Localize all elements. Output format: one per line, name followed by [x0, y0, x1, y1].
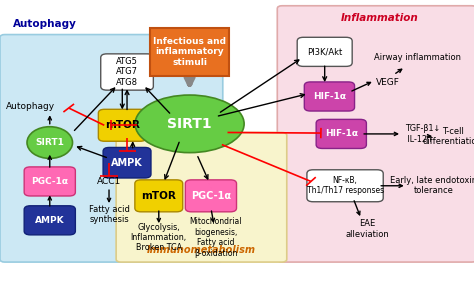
Text: PGC-1α: PGC-1α — [31, 177, 68, 186]
Text: Autophagy: Autophagy — [6, 102, 55, 111]
Text: ATG5
ATG7
ATG8: ATG5 ATG7 ATG8 — [116, 57, 138, 87]
Text: HIF-1α: HIF-1α — [313, 92, 346, 101]
FancyBboxPatch shape — [98, 109, 146, 141]
FancyBboxPatch shape — [24, 167, 75, 196]
FancyBboxPatch shape — [277, 6, 474, 262]
FancyBboxPatch shape — [0, 35, 223, 262]
Text: AMPK: AMPK — [35, 216, 64, 225]
Text: Inflammation: Inflammation — [341, 13, 419, 23]
Text: Mitochondrial
biogenesis,
Fatty acid
β-oxidation: Mitochondrial biogenesis, Fatty acid β-o… — [190, 217, 242, 258]
Text: Immunometabolism: Immunometabolism — [147, 245, 256, 255]
Text: mTOR: mTOR — [141, 191, 176, 201]
FancyBboxPatch shape — [116, 132, 287, 262]
FancyBboxPatch shape — [24, 206, 75, 235]
Text: SIRT1: SIRT1 — [167, 117, 212, 131]
FancyBboxPatch shape — [316, 120, 366, 149]
Text: AMPK: AMPK — [111, 158, 143, 168]
Text: PI3K/Akt: PI3K/Akt — [307, 47, 342, 56]
Text: mTOR: mTOR — [105, 120, 140, 130]
Text: HIF-1α: HIF-1α — [325, 129, 358, 139]
Text: Glycolysis,
Inflammation,
Broken TCA: Glycolysis, Inflammation, Broken TCA — [131, 223, 187, 253]
Text: Early, late endotoxin
tolerance: Early, late endotoxin tolerance — [390, 176, 474, 196]
Text: Infectious and
inflammatory
stimuli: Infectious and inflammatory stimuli — [153, 37, 226, 67]
Text: EAE
alleviation: EAE alleviation — [346, 219, 389, 239]
Text: ACC1: ACC1 — [97, 177, 121, 186]
Text: VEGF: VEGF — [376, 77, 400, 87]
Text: PGC-1α: PGC-1α — [191, 191, 231, 201]
FancyBboxPatch shape — [151, 28, 228, 76]
Text: Autophagy: Autophagy — [13, 19, 77, 29]
FancyBboxPatch shape — [135, 180, 182, 212]
Text: NF-κB,
Th1/Th17 responses: NF-κB, Th1/Th17 responses — [307, 176, 383, 196]
Ellipse shape — [27, 127, 73, 158]
Text: TGF-β1↓
 IL-12↑: TGF-β1↓ IL-12↑ — [405, 124, 440, 144]
Ellipse shape — [135, 95, 244, 153]
Text: T-cell
differentiation: T-cell differentiation — [423, 127, 474, 147]
FancyBboxPatch shape — [307, 170, 383, 202]
Text: Fatty acid
synthesis: Fatty acid synthesis — [89, 205, 129, 224]
FancyBboxPatch shape — [100, 54, 153, 90]
FancyBboxPatch shape — [304, 82, 355, 111]
FancyBboxPatch shape — [185, 180, 237, 212]
Text: Airway inflammation: Airway inflammation — [374, 53, 461, 62]
FancyBboxPatch shape — [297, 37, 352, 67]
Text: SIRT1: SIRT1 — [36, 138, 64, 147]
FancyBboxPatch shape — [103, 147, 151, 178]
